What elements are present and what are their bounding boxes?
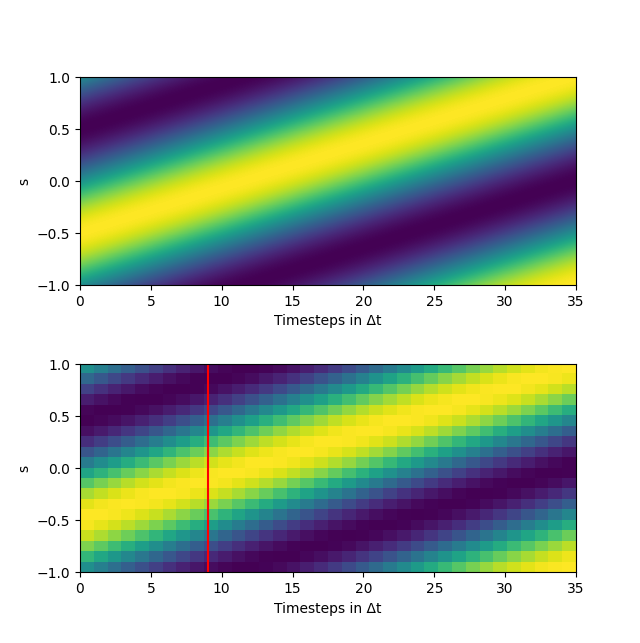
Y-axis label: s: s (17, 465, 31, 472)
Y-axis label: s: s (17, 177, 31, 185)
X-axis label: Timesteps in Δt: Timesteps in Δt (275, 602, 381, 615)
X-axis label: Timesteps in Δt: Timesteps in Δt (275, 314, 381, 329)
